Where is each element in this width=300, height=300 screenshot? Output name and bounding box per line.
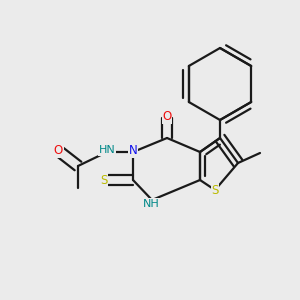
Text: O: O (54, 144, 63, 157)
Text: N: N (129, 144, 137, 157)
Text: HN: HN (99, 145, 116, 155)
Text: S: S (100, 173, 108, 187)
Text: NH: NH (143, 199, 160, 208)
Text: S: S (211, 184, 219, 196)
Text: O: O (162, 110, 172, 123)
